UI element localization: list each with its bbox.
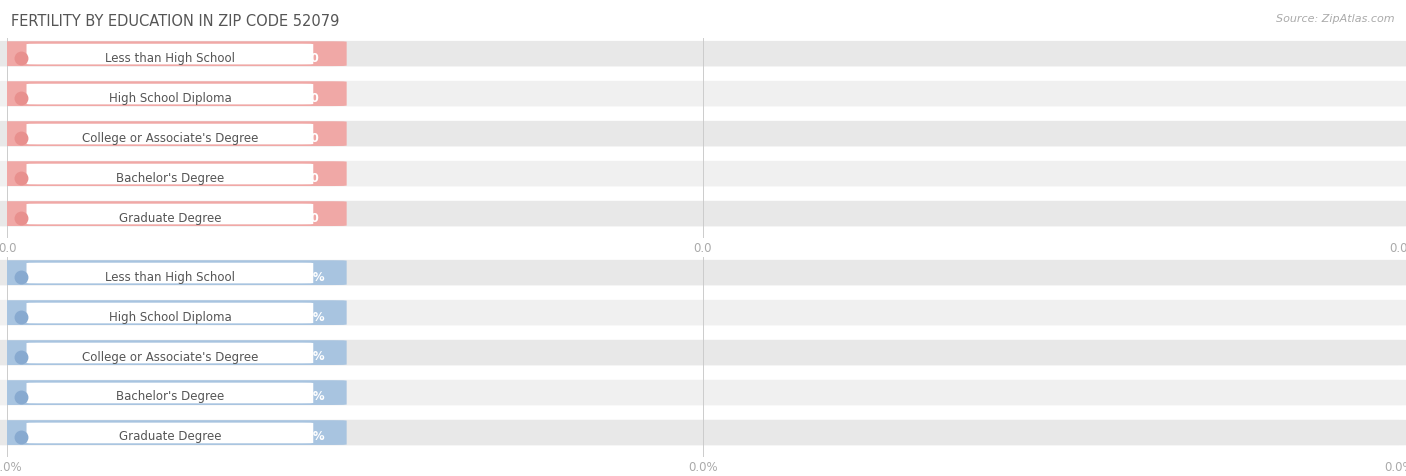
FancyBboxPatch shape: [0, 260, 1406, 286]
FancyBboxPatch shape: [0, 420, 1406, 446]
FancyBboxPatch shape: [27, 164, 314, 184]
FancyBboxPatch shape: [27, 124, 314, 144]
FancyBboxPatch shape: [0, 121, 347, 146]
FancyBboxPatch shape: [27, 84, 314, 104]
FancyBboxPatch shape: [27, 263, 314, 283]
FancyBboxPatch shape: [27, 383, 314, 403]
Text: Less than High School: Less than High School: [105, 51, 235, 65]
FancyBboxPatch shape: [0, 380, 347, 405]
Text: Graduate Degree: Graduate Degree: [118, 430, 221, 444]
Text: Less than High School: Less than High School: [105, 270, 235, 284]
FancyBboxPatch shape: [0, 300, 347, 325]
FancyBboxPatch shape: [0, 81, 347, 106]
Text: 0.0%: 0.0%: [292, 430, 325, 444]
Text: Bachelor's Degree: Bachelor's Degree: [115, 171, 224, 185]
FancyBboxPatch shape: [27, 204, 314, 224]
FancyBboxPatch shape: [0, 340, 347, 365]
FancyBboxPatch shape: [0, 201, 347, 226]
FancyBboxPatch shape: [0, 300, 1406, 326]
FancyBboxPatch shape: [27, 343, 314, 363]
FancyBboxPatch shape: [0, 201, 1406, 227]
Text: High School Diploma: High School Diploma: [108, 310, 231, 324]
Text: Graduate Degree: Graduate Degree: [118, 211, 221, 225]
FancyBboxPatch shape: [0, 260, 347, 285]
FancyBboxPatch shape: [27, 423, 314, 443]
Text: 0.0%: 0.0%: [292, 310, 325, 324]
FancyBboxPatch shape: [0, 121, 1406, 147]
FancyBboxPatch shape: [0, 380, 1406, 406]
FancyBboxPatch shape: [0, 420, 347, 445]
Text: 0.0: 0.0: [298, 51, 319, 65]
FancyBboxPatch shape: [0, 41, 347, 66]
Text: Bachelor's Degree: Bachelor's Degree: [115, 390, 224, 404]
Text: 0.0: 0.0: [298, 211, 319, 225]
Text: 0.0: 0.0: [298, 171, 319, 185]
Text: FERTILITY BY EDUCATION IN ZIP CODE 52079: FERTILITY BY EDUCATION IN ZIP CODE 52079: [11, 14, 340, 30]
FancyBboxPatch shape: [0, 161, 1406, 187]
Text: 0.0: 0.0: [298, 91, 319, 105]
Text: College or Associate's Degree: College or Associate's Degree: [82, 350, 259, 364]
FancyBboxPatch shape: [0, 41, 1406, 67]
FancyBboxPatch shape: [27, 303, 314, 323]
Text: 0.0%: 0.0%: [292, 270, 325, 284]
Text: 0.0: 0.0: [298, 131, 319, 145]
Text: Source: ZipAtlas.com: Source: ZipAtlas.com: [1277, 14, 1395, 24]
FancyBboxPatch shape: [27, 44, 314, 64]
Text: 0.0%: 0.0%: [292, 390, 325, 404]
Text: High School Diploma: High School Diploma: [108, 91, 231, 105]
FancyBboxPatch shape: [0, 81, 1406, 107]
Text: 0.0%: 0.0%: [292, 350, 325, 364]
FancyBboxPatch shape: [0, 340, 1406, 366]
Text: College or Associate's Degree: College or Associate's Degree: [82, 131, 259, 145]
FancyBboxPatch shape: [0, 161, 347, 186]
